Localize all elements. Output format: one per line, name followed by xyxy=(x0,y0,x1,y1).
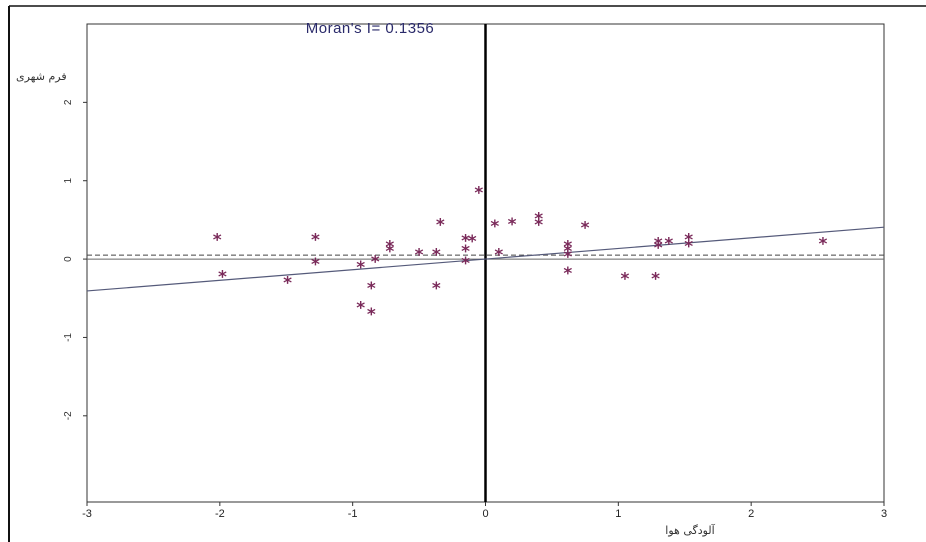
data-point: * xyxy=(415,245,424,265)
data-point: * xyxy=(563,264,572,284)
data-point: * xyxy=(436,216,445,236)
data-point: * xyxy=(818,234,827,254)
x-axis-ticks: -3 -2 -1 0 1 2 3 xyxy=(82,502,887,520)
x-tick-label: -2 xyxy=(215,508,225,520)
data-point: * xyxy=(563,238,572,258)
data-point: * xyxy=(367,279,376,299)
data-point: * xyxy=(654,234,663,254)
data-point: * xyxy=(621,270,630,290)
x-tick-label: -3 xyxy=(82,508,92,520)
data-point: * xyxy=(461,242,470,262)
data-points: ** ********** * *********** ******** *** * ** * xyxy=(213,183,828,324)
data-point: * xyxy=(563,242,572,262)
x-tick-label: 0 xyxy=(482,508,488,520)
data-point: * xyxy=(474,183,483,203)
data-point: * xyxy=(385,242,394,262)
y-axis-label: فرم شهری xyxy=(16,70,67,83)
data-point: * xyxy=(581,219,590,239)
regression-line xyxy=(86,226,885,292)
data-point: * xyxy=(356,299,365,319)
y-axis-ticks: 2 1 0 -1 -2 xyxy=(63,99,87,420)
data-point: * xyxy=(356,258,365,278)
data-point: * xyxy=(461,231,470,251)
data-point: * xyxy=(311,230,320,250)
data-point: * xyxy=(664,234,673,254)
y-tick-label: 0 xyxy=(63,256,74,262)
data-point: * xyxy=(283,274,292,294)
data-point: * xyxy=(534,216,543,236)
data-point: * xyxy=(461,254,470,274)
y-tick-label: -1 xyxy=(63,333,74,342)
data-point: * xyxy=(311,255,320,275)
x-tick-label: -1 xyxy=(348,508,358,520)
data-point: * xyxy=(218,267,227,287)
chart-title: Moran's I= 0.1356 xyxy=(306,20,435,37)
y-tick-label: -2 xyxy=(63,411,74,420)
data-point: * xyxy=(432,245,441,265)
y-tick-label: 1 xyxy=(63,178,74,184)
x-tick-label: 3 xyxy=(881,508,887,520)
x-tick-label: 2 xyxy=(748,508,754,520)
data-point: * xyxy=(651,270,660,290)
data-point: * xyxy=(371,252,380,272)
data-point: * xyxy=(468,232,477,252)
data-point: * xyxy=(563,248,572,268)
data-point: * xyxy=(654,238,663,258)
data-point: * xyxy=(490,217,499,237)
reference-lines xyxy=(86,24,885,502)
data-point: * xyxy=(385,238,394,258)
data-point: * xyxy=(508,215,517,235)
y-tick-label: 2 xyxy=(63,99,74,105)
data-point: * xyxy=(494,245,503,265)
x-axis-label: آلودگی هوا xyxy=(665,523,715,537)
data-point: * xyxy=(534,209,543,229)
data-point: * xyxy=(213,230,222,250)
x-tick-label: 1 xyxy=(615,508,621,520)
data-point: * xyxy=(684,230,693,250)
data-point: * xyxy=(432,279,441,299)
data-point: * xyxy=(367,305,376,325)
data-point: * xyxy=(684,237,693,257)
